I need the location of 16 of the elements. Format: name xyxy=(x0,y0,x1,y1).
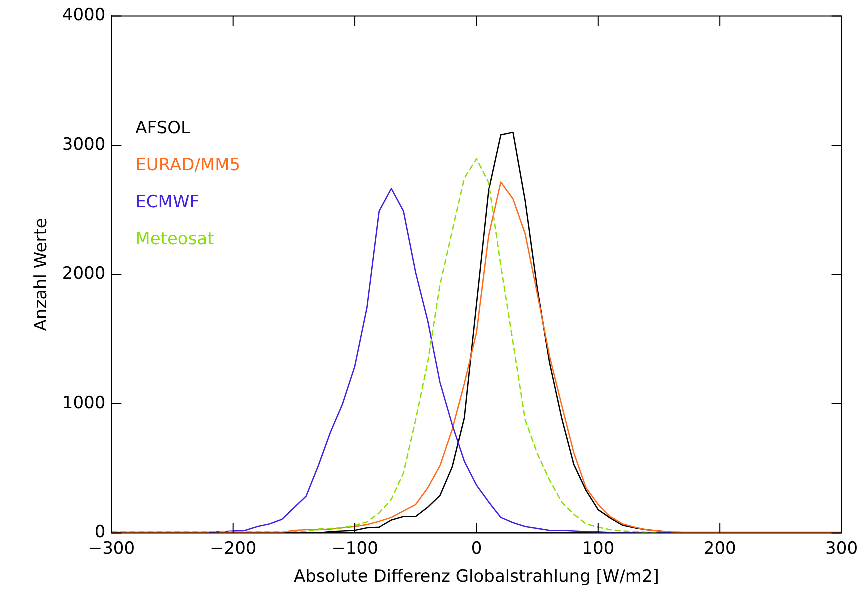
x-tick-label: −200 xyxy=(210,538,257,559)
y-tick-label: 4000 xyxy=(62,6,106,26)
x-tick-label: 200 xyxy=(704,538,736,559)
x-axis-title: Absolute Differenz Globalstrahlung [W/m2] xyxy=(294,567,660,588)
x-tick-label: 300 xyxy=(826,538,858,559)
text: ECMWF xyxy=(136,192,200,213)
x-tick-label: 0 xyxy=(471,538,482,559)
y-tick-label: 1000 xyxy=(62,393,106,414)
y-tick-label: 3000 xyxy=(62,134,106,155)
text: AFSOL xyxy=(136,118,191,139)
x-tick-label: 100 xyxy=(582,538,615,559)
text: Meteosat xyxy=(136,230,215,250)
x-tick-label: −100 xyxy=(332,538,378,559)
y-tick-label: 2000 xyxy=(62,264,106,284)
text: EURAD/MM5 xyxy=(136,156,241,176)
y-axis-title: Anzahl Werte xyxy=(32,218,52,332)
